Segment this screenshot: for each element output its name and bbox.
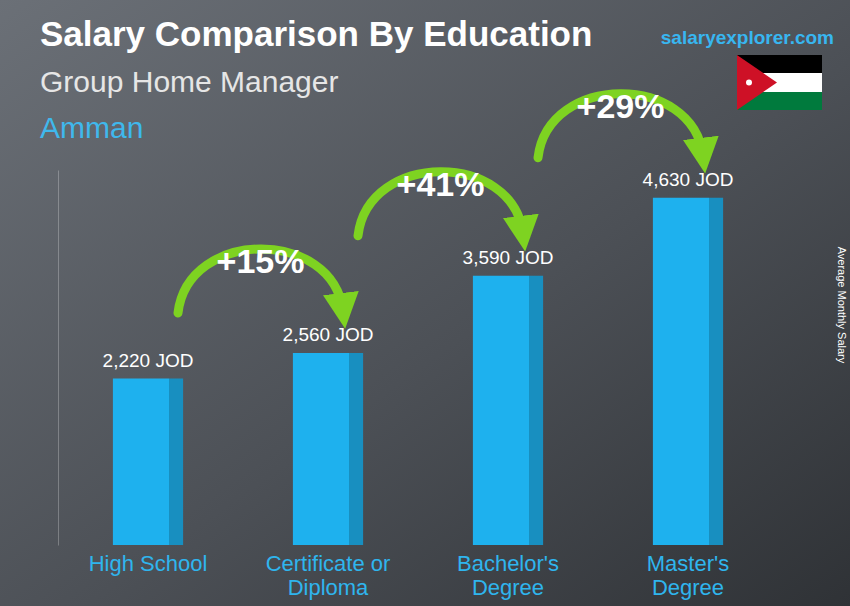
x-tick: High School [89, 545, 208, 576]
x-tick: Bachelor'sDegree [457, 545, 559, 600]
x-tick: Master'sDegree [647, 545, 729, 600]
source: salaryexplorer.com [661, 27, 834, 48]
data-label: 2,220 JOD [103, 350, 194, 371]
x-tick-label-line: Degree [472, 575, 544, 600]
x-tick-label: Certificate orDiploma [266, 551, 391, 600]
x-tick-label: High School [89, 551, 208, 576]
y-axis-line [58, 171, 59, 546]
x-tick-label-line: Degree [652, 575, 724, 600]
x-tick-label-line: Bachelor's [457, 551, 559, 576]
flag-triangle [737, 55, 777, 110]
annotation: +29% [577, 87, 665, 125]
data-label: 4,630 JOD [643, 169, 734, 190]
data-label: 2,560 JOD [283, 324, 374, 345]
chart: Salary Comparison By Education Group Home… [0, 0, 850, 606]
annotations: +15% +41% +29% [178, 87, 703, 313]
x-axis: High School Certificate orDiploma Bachelor… [89, 545, 730, 600]
annotation: +15% [217, 242, 305, 280]
bar [473, 276, 543, 545]
background [0, 0, 850, 606]
data-label: 3,590 JOD [463, 247, 554, 268]
y-axis [58, 171, 59, 546]
x-tick-label-line: Diploma [288, 575, 369, 600]
x-tick: Certificate orDiploma [266, 545, 391, 600]
flag [737, 55, 822, 110]
bar [653, 198, 723, 545]
y-axis-title: Average Monthly Salary [836, 247, 848, 364]
flag-star [746, 80, 752, 86]
bar [113, 379, 183, 546]
x-tick-label-line: High School [89, 551, 208, 576]
x-tick-label-line: Certificate or [266, 551, 391, 576]
subtitle: Group Home Manager [40, 65, 338, 98]
title: Salary Comparison By Education [40, 14, 592, 53]
annotation: +41% [397, 165, 485, 203]
x-tick-label: Bachelor'sDegree [457, 551, 559, 600]
x-tick-label: Master'sDegree [647, 551, 729, 600]
bars [113, 198, 723, 545]
x-tick-label-line: Master's [647, 551, 729, 576]
location: Amman [40, 111, 143, 144]
bar [293, 353, 363, 545]
